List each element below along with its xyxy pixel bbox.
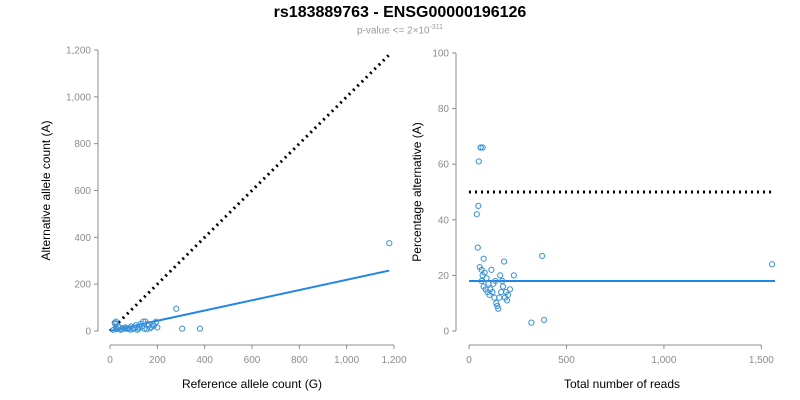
left-x-tick-label: 0 xyxy=(107,355,113,366)
left-data-point xyxy=(149,321,156,328)
p-value-text: p-value <= 2×10 xyxy=(356,25,430,37)
left-y-tick-label: 200 xyxy=(74,280,91,291)
right-x-axis-title: Total number of reads xyxy=(564,377,680,391)
right-data-point xyxy=(506,286,514,293)
left-data-point xyxy=(179,325,186,332)
left-y-tick-label: 0 xyxy=(85,327,91,338)
left-x-tick-label: 600 xyxy=(244,355,261,366)
left-y-tick-label: 1,200 xyxy=(66,46,91,57)
right-data-point xyxy=(500,258,508,265)
right-data-point xyxy=(475,158,482,165)
right-y-axis-title: Percentage alternative (A) xyxy=(410,122,424,261)
right-x-tick-label: 0 xyxy=(466,355,472,366)
left-x-tick-label: 1,200 xyxy=(381,355,406,366)
right-data-point xyxy=(478,277,485,285)
right-data-point xyxy=(492,277,499,285)
left-fit-line xyxy=(109,269,390,332)
right-x-tick-label: 1,500 xyxy=(749,355,774,366)
right-y-tick-label: 100 xyxy=(432,49,449,60)
left-data-point xyxy=(112,320,119,328)
right-data-point xyxy=(475,202,482,209)
right-data-point xyxy=(480,255,487,262)
right-data-point xyxy=(503,297,511,304)
chart-title: rs183889763 - ENSG00000196126 xyxy=(273,4,527,21)
left-y-tick-label: 1,000 xyxy=(66,92,91,103)
left-reference-line xyxy=(108,53,391,333)
right-data-point xyxy=(488,266,495,273)
right-data-point xyxy=(538,252,546,260)
left-x-tick-label: 800 xyxy=(291,355,308,366)
right-x-tick-label: 500 xyxy=(558,355,575,366)
left-y-tick-label: 600 xyxy=(74,186,91,197)
p-value-exponent: -311 xyxy=(429,24,444,31)
left-data-point xyxy=(141,325,148,332)
right-data-point xyxy=(493,300,500,307)
left-y-tick-label: 800 xyxy=(74,139,91,150)
left-y-tick-label: 400 xyxy=(74,233,91,244)
right-y-tick-label: 40 xyxy=(438,215,450,226)
chart-subtitle: p-value <= 2×10-311 xyxy=(0,24,800,36)
right-data-point xyxy=(500,283,507,290)
right-data-point xyxy=(497,272,504,279)
right-data-point xyxy=(528,319,535,326)
right-data-point xyxy=(540,316,548,323)
right-x-tick-label: 1,000 xyxy=(651,355,676,366)
right-data-point xyxy=(473,211,480,218)
right-data-point xyxy=(768,261,776,268)
right-data-point xyxy=(499,277,506,285)
left-data-point xyxy=(173,305,180,312)
left-x-tick-label: 1,000 xyxy=(334,355,359,366)
right-data-point xyxy=(474,244,481,251)
left-y-axis-title: Alternative allele count (A) xyxy=(39,120,53,260)
right-y-tick-label: 60 xyxy=(438,160,450,171)
left-data-point xyxy=(386,240,393,247)
left-data-point xyxy=(196,325,204,332)
right-y-tick-label: 0 xyxy=(443,327,449,338)
right-data-point xyxy=(479,272,486,279)
right-y-tick-label: 20 xyxy=(438,271,450,282)
left-data-point xyxy=(154,324,161,331)
right-y-tick-label: 80 xyxy=(438,104,450,115)
right-data-point xyxy=(486,291,493,298)
left-scatter-panel: 0 200 400 600 800 1,000 1,200 0 200 400 600 800 1,00… xyxy=(39,46,407,392)
right-data-point xyxy=(495,305,502,312)
left-x-tick-label: 200 xyxy=(149,355,166,366)
right-data-point xyxy=(510,272,517,279)
right-data-point xyxy=(477,144,484,151)
right-data-point xyxy=(479,144,486,151)
right-data-point xyxy=(494,302,501,310)
right-data-point xyxy=(498,288,505,296)
right-scatter-panel: 0 20 40 60 80 100 0 500 1,000 1,500 Total number o… xyxy=(410,49,776,391)
left-x-tick-label: 400 xyxy=(196,355,213,366)
left-x-axis-title: Reference allele count (G) xyxy=(182,377,322,391)
right-data-point xyxy=(496,294,503,301)
